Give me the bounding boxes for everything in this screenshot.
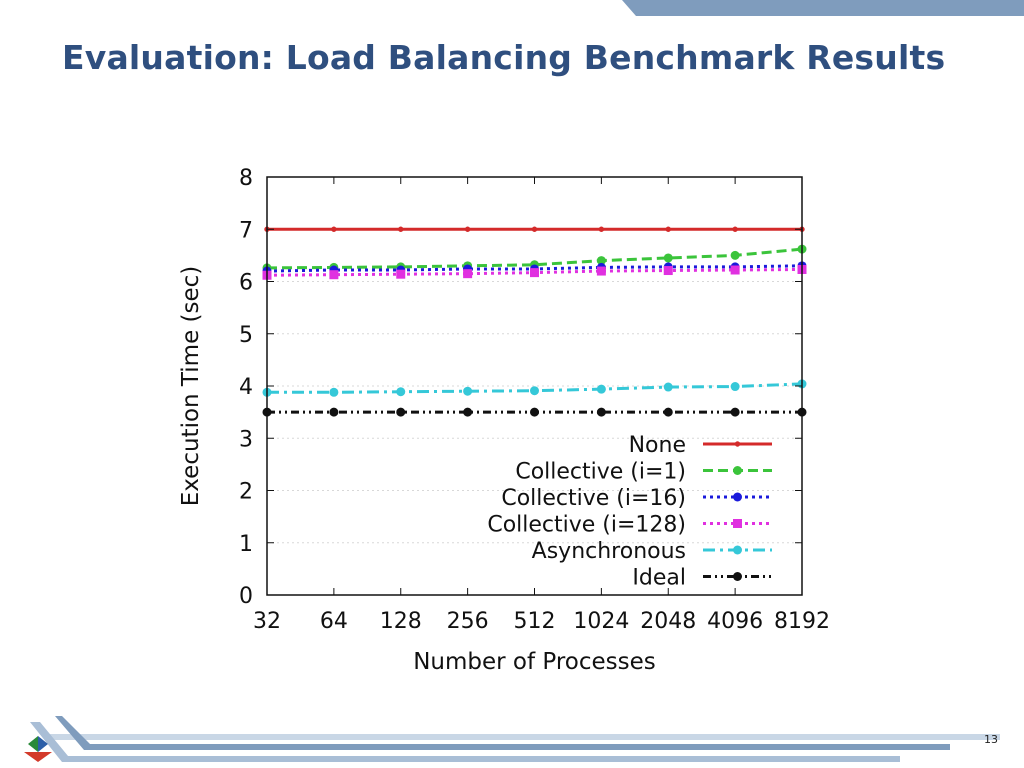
- data-point: [398, 226, 404, 232]
- data-point: [329, 270, 339, 280]
- data-point: [734, 441, 741, 447]
- data-point: [733, 545, 742, 555]
- data-point: [531, 226, 538, 232]
- slide-title: Evaluation: Load Balancing Benchmark Res…: [62, 38, 946, 77]
- y-tick-label: 1: [239, 532, 253, 557]
- y-tick-label: 8: [239, 166, 253, 191]
- data-point: [730, 407, 740, 417]
- data-point: [733, 492, 742, 502]
- legend-label: Collective (i=16): [501, 486, 686, 511]
- page-number: 13: [984, 733, 998, 746]
- data-point: [464, 226, 471, 232]
- data-point: [396, 407, 406, 417]
- legend-label: None: [629, 433, 686, 458]
- data-point: [530, 268, 539, 278]
- data-point: [665, 226, 671, 232]
- data-point: [733, 466, 742, 475]
- data-point: [530, 407, 539, 417]
- data-point: [396, 269, 406, 279]
- x-tick-label: 512: [514, 609, 556, 634]
- x-tick-label: 4096: [707, 609, 763, 634]
- series-4: [262, 379, 807, 397]
- data-point: [663, 253, 673, 263]
- data-point: [596, 266, 606, 276]
- x-tick-label: 2048: [640, 609, 696, 634]
- data-point: [730, 265, 740, 275]
- data-point: [596, 256, 606, 266]
- data-point: [663, 407, 673, 417]
- chart-series: [262, 226, 807, 417]
- x-tick-label: 64: [320, 609, 348, 634]
- x-tick-label: 8192: [774, 609, 830, 634]
- series-5: [262, 407, 807, 417]
- x-tick-label: 32: [253, 609, 281, 634]
- legend-label: Collective (i=1): [515, 460, 686, 485]
- data-point: [730, 250, 740, 260]
- y-tick-label: 3: [239, 427, 253, 452]
- data-point: [463, 269, 473, 279]
- data-point: [732, 226, 738, 232]
- y-tick-label: 2: [239, 480, 253, 505]
- y-tick-label: 5: [239, 323, 253, 348]
- footer-decoration: [24, 716, 1000, 762]
- data-point: [730, 382, 740, 392]
- y-tick-label: 0: [239, 584, 253, 609]
- data-point: [530, 386, 539, 396]
- data-point: [663, 266, 673, 276]
- data-point: [329, 387, 339, 397]
- legend-label: Collective (i=128): [487, 513, 686, 538]
- x-tick-labels: 32 64 128 256 512 1024 2048 4096 8192: [253, 177, 830, 634]
- data-point: [329, 407, 339, 417]
- data-point: [463, 407, 473, 417]
- data-point: [733, 572, 742, 581]
- x-tick-label: 128: [380, 609, 422, 634]
- logo-icon: [24, 736, 52, 762]
- legend-label: Ideal: [632, 566, 686, 591]
- x-tick-label: 1024: [573, 609, 629, 634]
- data-point: [331, 226, 337, 232]
- top-band-decoration: [622, 0, 1024, 16]
- legend-label: Asynchronous: [532, 539, 686, 564]
- data-point: [663, 382, 673, 392]
- data-point: [463, 386, 473, 396]
- y-axis-label: Execution Time (sec): [178, 266, 204, 507]
- y-tick-label: 7: [239, 218, 253, 243]
- data-point: [598, 226, 605, 232]
- data-point: [396, 387, 406, 397]
- y-tick-labels: 0 1 2 3 4 5 6 7 8: [239, 166, 802, 609]
- data-point: [596, 384, 606, 394]
- x-tick-label: 256: [447, 609, 489, 634]
- series-0: [264, 226, 805, 232]
- x-axis-label: Number of Processes: [413, 649, 656, 675]
- y-tick-label: 4: [239, 375, 253, 400]
- y-tick-label: 6: [239, 271, 253, 296]
- data-point: [596, 407, 606, 417]
- data-point: [733, 519, 742, 528]
